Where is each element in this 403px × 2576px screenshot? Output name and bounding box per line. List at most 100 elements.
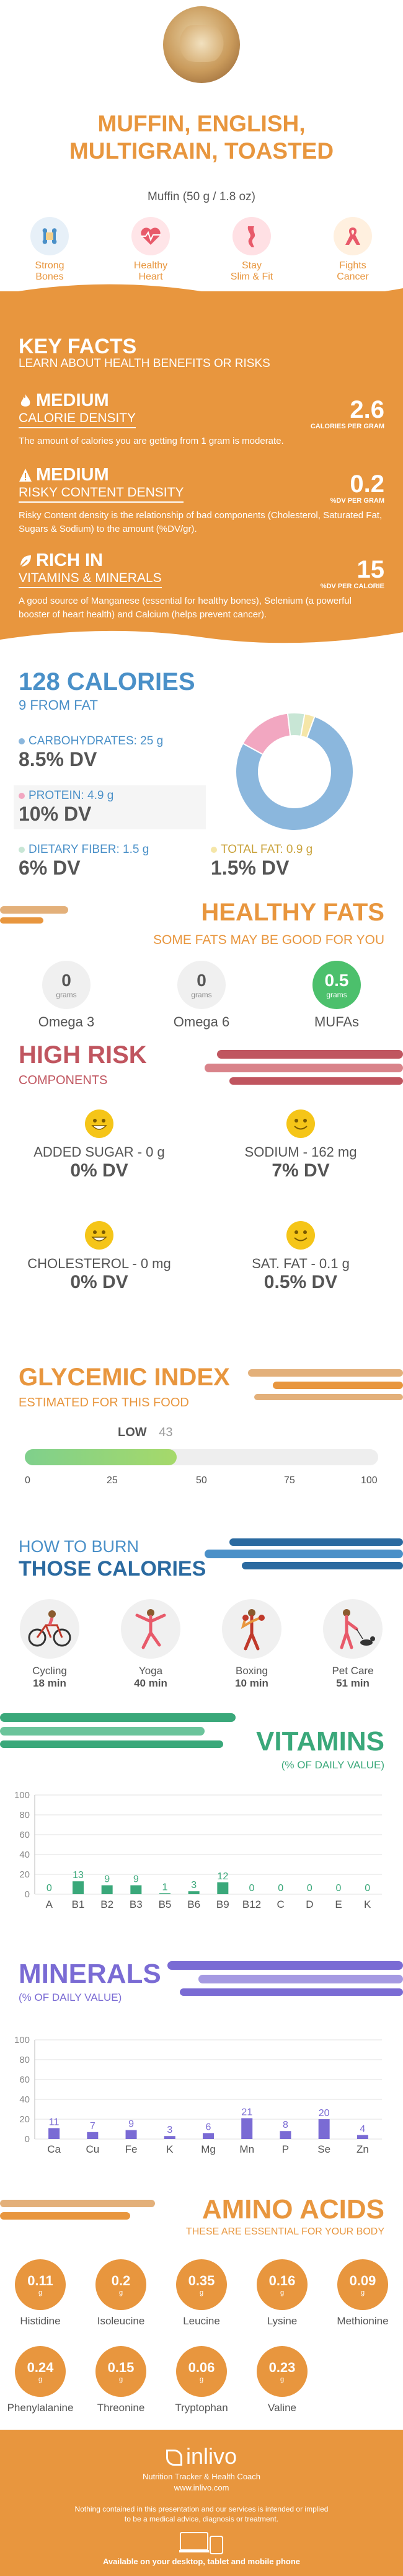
amino-label: Tryptophan [175, 2402, 228, 2414]
fat-value: 0 [197, 971, 206, 990]
amino-item: 0.09 g Methionine [326, 2259, 400, 2327]
amino-unit: g [38, 2376, 43, 2383]
glycemic-sub: ESTIMATED FOR THIS FOOD [19, 1396, 189, 1409]
fat-unit: grams [191, 990, 212, 999]
calories-section: 128 CALORIES 9 FROM FAT CARBOHYDRATES: 2… [0, 626, 403, 886]
amino-item: 0.15 g Threonine [84, 2346, 158, 2414]
x-tick-label: Fe [125, 2143, 138, 2155]
fat-label: TOTAL FAT: 0.9 g [221, 843, 313, 856]
yoga-icon [121, 1599, 180, 1659]
y-tick-label: 100 [14, 2036, 30, 2045]
amino-unit: g [280, 2376, 285, 2383]
key-facts-section: KEY FACTS LEARN ABOUT HEALTH BENEFITS OR… [0, 284, 403, 626]
x-tick-label: Mg [201, 2143, 216, 2155]
benefit-label: Cancer [337, 271, 369, 282]
bar-value-label: 0 [307, 1883, 312, 1894]
risk-label: CHOLESTEROL - 0 mg [27, 1256, 171, 1271]
vitamins-heading: VITAMINS [256, 1726, 384, 1757]
dog-walking-icon [323, 1599, 383, 1659]
x-tick-label: D [306, 1899, 313, 1910]
footer-logo[interactable]: inlivo [0, 2443, 403, 2469]
bar-zn [356, 2135, 368, 2139]
bar-value-label: 13 [73, 1870, 84, 1881]
fat-label: Omega 6 [173, 1014, 230, 1030]
amino-value: 0.15 [107, 2360, 135, 2375]
bar-b1 [73, 1881, 84, 1894]
fact-vitamins-minerals: RICH IN VITAMINS & MINERALS 15 %DV PER CA… [19, 550, 384, 622]
bone-icon [30, 217, 69, 255]
fact-unit: %DV PER CALORIE [320, 583, 384, 590]
footer-url-link[interactable]: www.inlivo.com [174, 2483, 229, 2492]
bar-b5 [159, 1893, 170, 1894]
glycemic-fill [25, 1449, 177, 1465]
activity-cycling: Cycling 18 min [9, 1599, 90, 1690]
cycling-icon [20, 1599, 79, 1659]
bar-value-label: 9 [128, 2119, 134, 2130]
x-tick-label: C [277, 1899, 285, 1910]
glycemic-ticks: 0 25 50 75 100 [25, 1475, 378, 1488]
footer-availability: Available on your desktop, tablet and mo… [102, 2557, 301, 2566]
legend-dot [19, 793, 25, 799]
bar-mg [203, 2133, 214, 2139]
x-tick-label: Cu [86, 2143, 99, 2155]
risk-label: ADDED SUGAR - 0 g [33, 1144, 165, 1160]
leaf-icon [20, 555, 31, 567]
amino-label: Histidine [20, 2315, 61, 2327]
amino-sub: THESE ARE ESSENTIAL FOR YOUR BODY [185, 2226, 384, 2237]
fact-value: 2.6 [350, 396, 384, 423]
y-tick-label: 0 [25, 1889, 30, 1900]
bar-se [318, 2119, 330, 2139]
activity-name: Yoga [138, 1665, 163, 1677]
y-tick-label: 80 [19, 1810, 30, 1820]
decor-stripes [205, 1050, 403, 1085]
fact-value: 15 [356, 556, 385, 583]
activity-name: Cycling [32, 1665, 67, 1677]
fat-value: 0.5 [324, 971, 349, 990]
y-tick-label: 40 [19, 2094, 30, 2105]
leaf-logo-icon [166, 2450, 182, 2466]
bar-mn [241, 2118, 253, 2139]
nutrient-fat: TOTAL FAT: 0.9 g 1.5% DV [211, 843, 312, 880]
fact-name: RISKY CONTENT DENSITY [19, 485, 184, 503]
amino-unit: g [199, 2376, 204, 2383]
x-tick-label: Se [317, 2143, 330, 2155]
smile-face-icon [286, 1221, 315, 1250]
legend-dot [19, 738, 25, 744]
risk-added-sugar: ADDED SUGAR - 0 g 0% DV [9, 1109, 189, 1181]
fat-omega3: 0 grams Omega 3 [20, 961, 113, 1030]
y-tick-label: 60 [19, 2075, 30, 2085]
vitamins-section: VITAMINS (% OF DAILY VALUE) 0 20 40 60 80 100… [0, 1705, 403, 1921]
x-tick-label: P [282, 2143, 289, 2155]
wave-divider [0, 626, 403, 643]
protein-dv: 10% DV [19, 803, 92, 825]
amino-label: Threonine [97, 2402, 145, 2414]
benefit-label: Heart [138, 271, 163, 282]
protein-label: PROTEIN: 4.9 g [29, 789, 114, 802]
x-tick-label: B6 [187, 1899, 200, 1910]
bar-value-label: 7 [90, 2121, 95, 2132]
amino-item: 0.35 g Leucine [164, 2259, 239, 2327]
risk-sodium: SODIUM - 162 mg 7% DV [211, 1109, 391, 1181]
benefit-bones: Strong Bones [12, 217, 87, 283]
fat-value: 0 [61, 971, 71, 990]
amino-item: 0.23 g Valine [245, 2346, 319, 2414]
x-tick-label: Ca [47, 2143, 61, 2155]
legend-dot [211, 847, 217, 853]
risk-value: 0% DV [70, 1272, 128, 1292]
amino-item: 0.24 g Phenylalanine [3, 2346, 78, 2414]
burn-heading-1: HOW TO BURN [19, 1537, 140, 1556]
amino-value: 0.16 [268, 2273, 296, 2288]
fiber-dv: 6% DV [19, 857, 81, 879]
bar-value-label: 4 [360, 2124, 365, 2135]
tick-label: 0 [25, 1475, 30, 1486]
warning-icon [19, 468, 32, 482]
amino-value: 0.09 [349, 2273, 376, 2288]
risk-label: SODIUM - 162 mg [244, 1144, 357, 1160]
x-tick-label: B5 [159, 1899, 172, 1910]
devices-icon [179, 2532, 223, 2554]
healthy-fats-sub: SOME FATS MAY BE GOOD FOR YOU [153, 933, 384, 947]
amino-value: 0.23 [268, 2360, 296, 2375]
footer-disclaimer: Nothing contained in this presentation a… [74, 2505, 329, 2523]
high-risk-sub: COMPONENTS [19, 1074, 108, 1087]
amino-heading: AMINO ACIDS [202, 2194, 384, 2225]
